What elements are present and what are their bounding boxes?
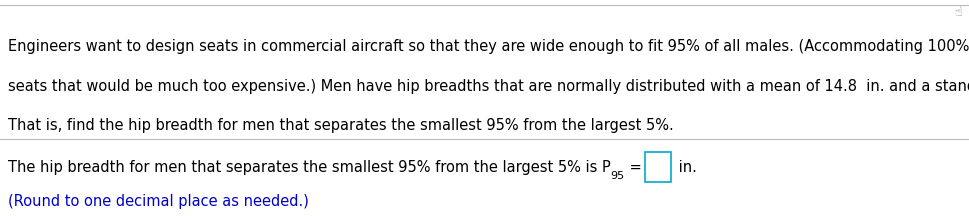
Text: 95: 95 [610,171,625,181]
Text: =: = [625,160,641,175]
Text: Engineers want to design seats in commercial aircraft so that they are wide enou: Engineers want to design seats in commer… [8,39,969,54]
Text: ☝: ☝ [954,6,962,19]
Text: (Round to one decimal place as needed.): (Round to one decimal place as needed.) [8,194,309,209]
Text: seats that would be much too expensive.) Men have hip breadths that are normally: seats that would be much too expensive.)… [8,79,969,94]
Text: That is, find the hip breadth for men that separates the smallest 95% from the l: That is, find the hip breadth for men th… [8,118,673,133]
Text: in.: in. [674,160,698,175]
Bar [645,152,672,183]
Text: The hip breadth for men that separates the smallest 95% from the largest 5% is P: The hip breadth for men that separates t… [8,160,610,175]
